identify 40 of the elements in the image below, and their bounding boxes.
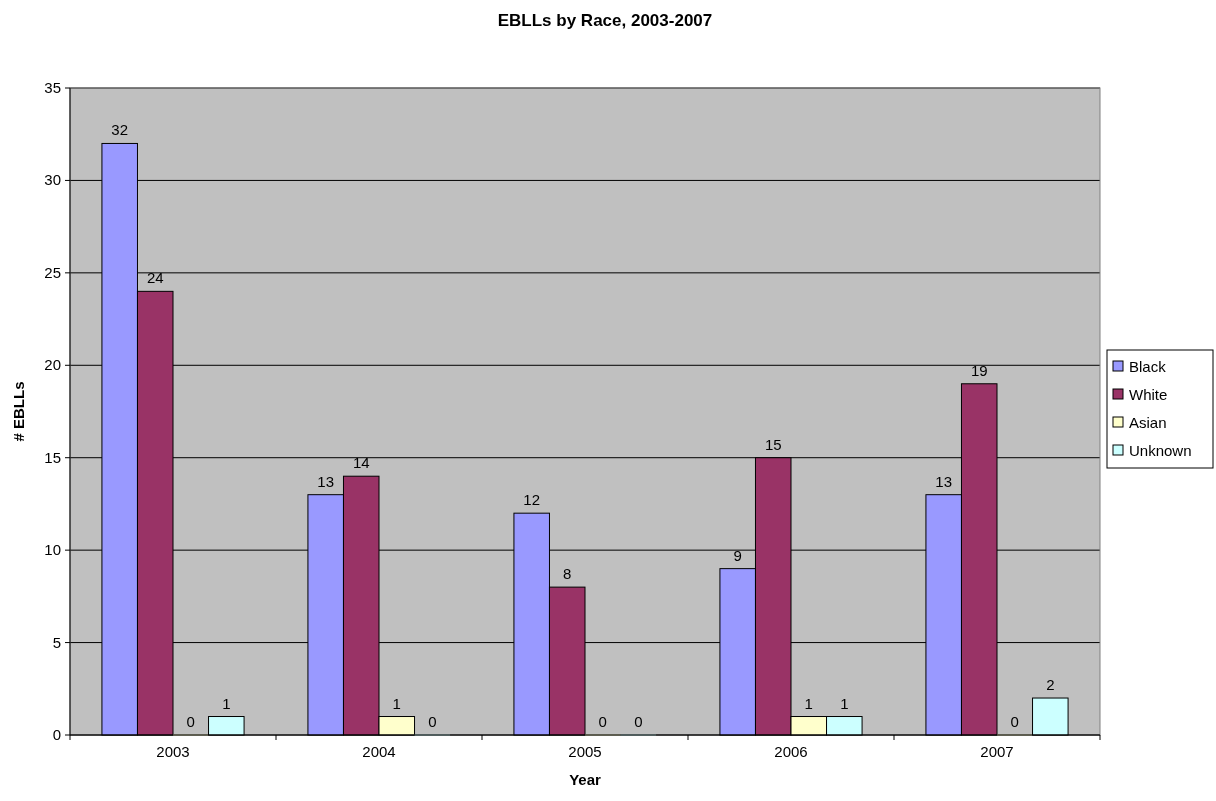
x-tick-label: 2003	[156, 743, 190, 760]
y-tick-label: 25	[44, 263, 61, 281]
x-tick-label: 2005	[568, 743, 602, 760]
x-tick-label: 2007	[980, 743, 1014, 760]
data-label: 12	[523, 491, 541, 509]
x-tick-label: 2004	[362, 743, 396, 760]
legend-label: Black	[1129, 358, 1167, 375]
data-label: 1	[222, 694, 231, 712]
y-axis-title: # EBLLs	[10, 381, 27, 442]
y-tick-label: 30	[44, 171, 61, 189]
data-label: 8	[563, 565, 572, 583]
y-tick-label: 0	[52, 726, 61, 743]
data-label: 1	[392, 694, 401, 712]
data-label: 0	[634, 713, 643, 730]
y-tick-label: 35	[44, 79, 61, 96]
data-label: 19	[970, 361, 988, 379]
data-label: 24	[146, 269, 164, 287]
legend-label: Asian	[1129, 414, 1167, 431]
data-label: 9	[733, 546, 742, 564]
data-label: 32	[111, 121, 129, 139]
data-label: 1	[804, 694, 813, 712]
data-label: 1	[840, 694, 849, 712]
legend-label: White	[1129, 386, 1168, 403]
data-label: 0	[598, 713, 607, 730]
y-tick-label: 5	[52, 633, 61, 651]
data-label: 0	[1010, 713, 1019, 730]
x-tick-label: 2006	[774, 743, 808, 760]
data-label: 14	[352, 454, 370, 472]
y-tick-label: 10	[44, 541, 61, 559]
legend-label: Unknown	[1129, 442, 1192, 459]
data-label: 13	[935, 472, 953, 490]
data-label: 13	[317, 472, 335, 490]
data-label: 2	[1046, 676, 1055, 694]
data-label: 15	[764, 435, 782, 453]
data-label: 0	[186, 713, 195, 730]
x-axis-title: Year	[569, 771, 602, 788]
chart-title: EBLLs by Race, 2003-2007	[497, 11, 713, 30]
data-label: 0	[428, 713, 437, 730]
y-tick-label: 20	[44, 356, 61, 374]
y-tick-label: 15	[44, 448, 61, 466]
